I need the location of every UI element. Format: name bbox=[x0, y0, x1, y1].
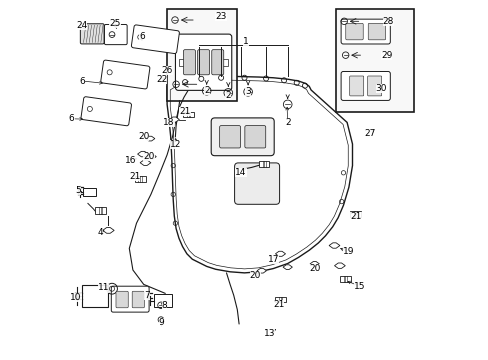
Polygon shape bbox=[334, 263, 345, 269]
Text: 21: 21 bbox=[179, 107, 190, 116]
Bar bbox=[134, 176, 145, 182]
Polygon shape bbox=[309, 261, 319, 266]
Text: 27: 27 bbox=[364, 129, 375, 138]
Bar bbox=[179, 59, 185, 66]
Text: 21: 21 bbox=[350, 212, 361, 220]
Polygon shape bbox=[140, 160, 151, 165]
Text: 4: 4 bbox=[98, 228, 103, 237]
Polygon shape bbox=[275, 251, 285, 256]
Bar bbox=[349, 211, 360, 217]
Text: 2: 2 bbox=[285, 118, 290, 127]
FancyBboxPatch shape bbox=[244, 126, 265, 148]
Polygon shape bbox=[283, 265, 292, 269]
Polygon shape bbox=[169, 117, 179, 122]
Text: 17: 17 bbox=[267, 255, 279, 264]
Polygon shape bbox=[146, 154, 156, 159]
Polygon shape bbox=[328, 243, 339, 248]
FancyBboxPatch shape bbox=[183, 50, 195, 75]
FancyBboxPatch shape bbox=[131, 25, 179, 54]
Text: 15: 15 bbox=[353, 282, 365, 291]
FancyBboxPatch shape bbox=[367, 76, 381, 96]
FancyBboxPatch shape bbox=[345, 23, 363, 40]
FancyBboxPatch shape bbox=[349, 76, 363, 96]
FancyBboxPatch shape bbox=[132, 291, 144, 308]
Bar bbox=[167, 9, 237, 101]
Text: 10: 10 bbox=[70, 292, 81, 302]
FancyBboxPatch shape bbox=[116, 291, 128, 308]
FancyBboxPatch shape bbox=[111, 286, 149, 312]
Polygon shape bbox=[257, 269, 266, 273]
Text: 19: 19 bbox=[343, 248, 354, 256]
Text: 16: 16 bbox=[125, 156, 137, 165]
Text: 25: 25 bbox=[109, 19, 121, 28]
FancyBboxPatch shape bbox=[175, 34, 231, 90]
Text: 21: 21 bbox=[129, 172, 140, 181]
FancyBboxPatch shape bbox=[81, 97, 131, 126]
FancyBboxPatch shape bbox=[104, 24, 127, 45]
Text: 6: 6 bbox=[69, 114, 75, 123]
Bar bbox=[95, 207, 106, 214]
Text: 5: 5 bbox=[75, 186, 81, 195]
Text: 26: 26 bbox=[161, 66, 172, 75]
Bar bbox=[336, 9, 413, 112]
FancyBboxPatch shape bbox=[211, 50, 224, 75]
Polygon shape bbox=[145, 136, 155, 141]
Text: 13: 13 bbox=[264, 328, 275, 338]
Text: 6: 6 bbox=[80, 77, 85, 86]
Bar bbox=[81, 285, 107, 307]
FancyBboxPatch shape bbox=[211, 118, 274, 156]
Bar bbox=[183, 112, 194, 117]
Text: 20: 20 bbox=[143, 152, 155, 161]
Text: 18: 18 bbox=[163, 118, 174, 127]
Text: 14: 14 bbox=[235, 168, 246, 177]
Text: 21: 21 bbox=[272, 300, 284, 309]
Polygon shape bbox=[102, 228, 114, 233]
Text: 20: 20 bbox=[249, 271, 261, 280]
Text: 11: 11 bbox=[98, 284, 109, 292]
FancyBboxPatch shape bbox=[197, 50, 209, 75]
FancyBboxPatch shape bbox=[341, 72, 389, 100]
Text: 30: 30 bbox=[375, 84, 386, 93]
Text: 3: 3 bbox=[244, 87, 250, 96]
Text: 12: 12 bbox=[170, 140, 182, 149]
FancyBboxPatch shape bbox=[80, 24, 104, 44]
Text: 22: 22 bbox=[156, 75, 167, 84]
Text: 29: 29 bbox=[380, 51, 391, 60]
Bar bbox=[275, 297, 285, 302]
FancyBboxPatch shape bbox=[341, 19, 389, 44]
Text: 9: 9 bbox=[159, 318, 164, 327]
Text: 24: 24 bbox=[76, 21, 87, 30]
Text: 1: 1 bbox=[243, 37, 249, 46]
Text: 8: 8 bbox=[162, 302, 167, 310]
Text: 2: 2 bbox=[203, 86, 209, 95]
Text: 7: 7 bbox=[144, 292, 150, 300]
Text: 2: 2 bbox=[225, 91, 231, 100]
Text: 6: 6 bbox=[139, 32, 144, 41]
Text: 28: 28 bbox=[382, 17, 393, 26]
FancyBboxPatch shape bbox=[367, 23, 385, 40]
Bar bbox=[339, 276, 350, 282]
Polygon shape bbox=[167, 76, 352, 273]
FancyBboxPatch shape bbox=[219, 126, 240, 148]
Bar bbox=[222, 59, 227, 66]
FancyBboxPatch shape bbox=[234, 163, 279, 204]
Bar bbox=[153, 294, 172, 307]
Text: 20: 20 bbox=[138, 132, 149, 141]
Polygon shape bbox=[137, 152, 148, 157]
Bar bbox=[82, 188, 96, 196]
Bar bbox=[259, 161, 269, 167]
Text: 23: 23 bbox=[215, 12, 226, 21]
FancyBboxPatch shape bbox=[101, 60, 149, 89]
Text: 20: 20 bbox=[308, 264, 320, 273]
